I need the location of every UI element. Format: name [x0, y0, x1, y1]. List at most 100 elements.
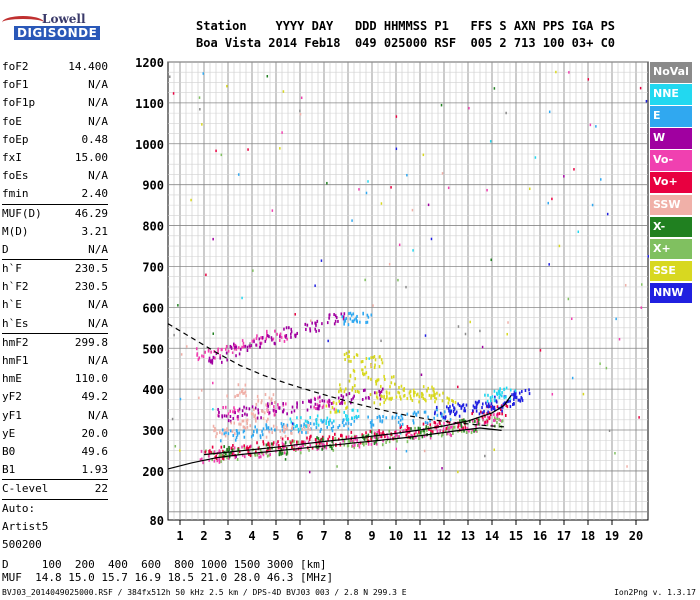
- param-value: 0.48: [81, 132, 109, 146]
- echo-point: [251, 405, 254, 409]
- echo-point: [491, 404, 494, 408]
- echo-point: [463, 429, 465, 433]
- echo-point: [238, 422, 240, 426]
- param-row: hmF2 299.8: [2, 334, 108, 352]
- echo-point: [320, 418, 322, 422]
- echo-point: [354, 377, 357, 381]
- echo-point: [438, 420, 441, 424]
- echo-point: [333, 322, 336, 326]
- noise-point: [395, 115, 398, 118]
- echo-point: [315, 322, 317, 326]
- x-tick-label: 16: [533, 529, 547, 543]
- y-tick-label: 300: [142, 424, 164, 438]
- echo-point: [227, 456, 230, 460]
- echo-point: [483, 409, 485, 413]
- echo-point: [266, 404, 268, 408]
- noise-point: [171, 417, 174, 421]
- echo-point: [261, 429, 263, 433]
- echo-point: [221, 432, 223, 436]
- echo-point: [290, 431, 292, 435]
- echo-point: [325, 419, 328, 423]
- noise-point: [202, 72, 204, 75]
- echo-point: [501, 412, 503, 416]
- echo-point: [352, 368, 355, 372]
- echo-point: [282, 403, 285, 407]
- echo-point: [302, 440, 304, 444]
- echo-point: [389, 397, 392, 401]
- echo-point: [352, 408, 354, 412]
- echo-point: [284, 443, 286, 447]
- echo-point: [445, 405, 448, 409]
- echo-point: [326, 442, 328, 446]
- echo-point: [383, 400, 385, 404]
- echo-point: [454, 413, 457, 417]
- echo-point: [474, 428, 477, 432]
- echo-point: [418, 430, 420, 434]
- echo-point: [493, 416, 496, 420]
- echo-point: [254, 406, 257, 410]
- echo-point: [359, 320, 361, 324]
- echo-point: [448, 397, 450, 401]
- echo-point: [207, 348, 210, 352]
- echo-point: [373, 366, 376, 370]
- param-row: h`F 230.5: [2, 260, 108, 278]
- noise-point: [299, 109, 301, 113]
- echo-point: [350, 438, 352, 442]
- echo-point: [478, 422, 481, 426]
- param-row: 500200: [2, 536, 108, 554]
- echo-point: [258, 455, 261, 459]
- noise-point: [389, 466, 391, 469]
- echo-point: [464, 409, 467, 413]
- echo-point: [271, 431, 274, 435]
- echo-point: [285, 452, 288, 456]
- noise-point: [205, 273, 207, 277]
- echo-point: [493, 413, 495, 417]
- echo-point: [252, 430, 255, 434]
- echo-point: [378, 431, 381, 435]
- echo-point: [213, 459, 216, 463]
- echo-point: [296, 405, 298, 409]
- echo-point: [286, 450, 288, 454]
- echo-point: [234, 343, 237, 347]
- echo-point: [528, 392, 531, 396]
- echo-point: [261, 433, 264, 437]
- echo-point: [392, 375, 395, 379]
- echo-point: [300, 416, 302, 420]
- curve-muf: [167, 323, 505, 428]
- echo-point: [219, 452, 222, 456]
- echo-point: [393, 382, 396, 386]
- echo-point: [370, 356, 372, 360]
- echo-point: [489, 396, 492, 400]
- noise-point: [490, 258, 492, 262]
- echo-point: [373, 391, 376, 395]
- echo-point: [208, 356, 211, 360]
- echo-point: [346, 414, 349, 418]
- echo-point: [237, 393, 240, 397]
- echo-point: [220, 460, 222, 464]
- echo-point: [208, 451, 211, 455]
- echo-point: [380, 390, 383, 394]
- echo-point: [306, 323, 309, 327]
- echo-point: [389, 385, 391, 389]
- echo-point: [361, 360, 364, 364]
- echo-point: [517, 398, 520, 402]
- echo-point: [260, 416, 262, 420]
- x-tick-label: 13: [461, 529, 475, 543]
- param-value: 15.00: [74, 150, 108, 164]
- echo-point: [434, 392, 436, 396]
- echo-point: [382, 439, 384, 443]
- noise-point: [424, 334, 427, 337]
- echo-point: [278, 338, 281, 342]
- param-key: foF1: [2, 78, 29, 92]
- param-key: h`E: [2, 298, 22, 312]
- noise-point: [212, 381, 214, 385]
- logo-line2: DIGISONDE: [14, 26, 101, 40]
- echo-point: [481, 406, 483, 410]
- echo-point: [246, 345, 249, 349]
- echo-point: [476, 417, 478, 421]
- y-tick-label: 1000: [135, 138, 164, 152]
- echo-point: [388, 397, 391, 401]
- x-tick-label: 1: [176, 529, 183, 543]
- echo-point: [372, 423, 375, 427]
- echo-point: [520, 396, 523, 400]
